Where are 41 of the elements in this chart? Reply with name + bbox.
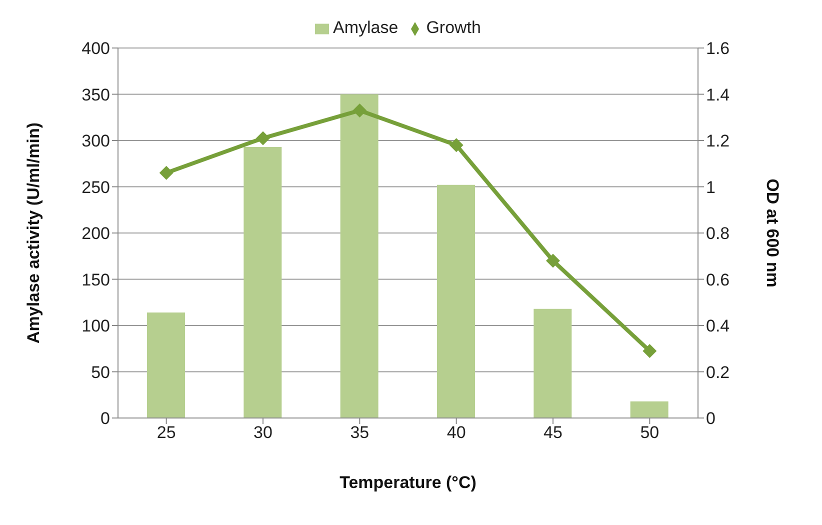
y2-tick-label: 0.8 xyxy=(706,224,730,244)
y2-tick-label: 1.4 xyxy=(706,85,730,104)
x-tick-label: 50 xyxy=(640,423,660,442)
x-tick-label: 45 xyxy=(544,423,562,442)
y-tick-label: 350 xyxy=(82,85,110,104)
y-tick-label: 100 xyxy=(82,316,110,336)
x-tick-label: 30 xyxy=(254,423,272,442)
legend-label: Growth xyxy=(426,18,481,37)
x-axis-title: Temperature (°C) xyxy=(340,473,476,492)
y-tick-label: 0 xyxy=(100,409,110,428)
point xyxy=(546,254,560,268)
point xyxy=(449,138,464,152)
x-tick-label: 25 xyxy=(156,423,176,442)
y-tick-label: 200 xyxy=(82,224,110,244)
bar xyxy=(437,184,475,418)
x-tick-label: 40 xyxy=(446,423,466,442)
y2-tick-label: 0.4 xyxy=(706,316,730,336)
y2-tick-label: 1.6 xyxy=(706,39,730,58)
y-tick-label: 400 xyxy=(82,39,110,58)
point xyxy=(352,103,367,118)
bar xyxy=(630,401,668,418)
bar xyxy=(340,94,378,418)
point xyxy=(256,131,270,146)
y-tick-label: 250 xyxy=(82,178,110,197)
bar xyxy=(147,312,185,418)
x-tick-label: 35 xyxy=(350,423,370,442)
y2-tick-label: 1.2 xyxy=(706,132,730,151)
point xyxy=(159,166,174,180)
bar xyxy=(534,308,572,418)
y2-tick-label: 0.6 xyxy=(706,270,730,290)
y2-axis-title: OD at 600 nm xyxy=(762,178,782,288)
legend-label: Amylase xyxy=(333,18,398,37)
bar xyxy=(244,146,282,418)
y2-tick-label: 0.2 xyxy=(706,362,730,382)
point xyxy=(642,344,657,358)
y-tick-label: 150 xyxy=(82,270,110,290)
y-axis-title: Amylase activity (U/ml/min) xyxy=(24,122,44,344)
y-tick-label: 50 xyxy=(91,362,110,382)
y2-tick-label: 0 xyxy=(706,409,716,428)
y2-tick-label: 1 xyxy=(706,178,716,197)
y-tick-label: 300 xyxy=(82,132,110,151)
